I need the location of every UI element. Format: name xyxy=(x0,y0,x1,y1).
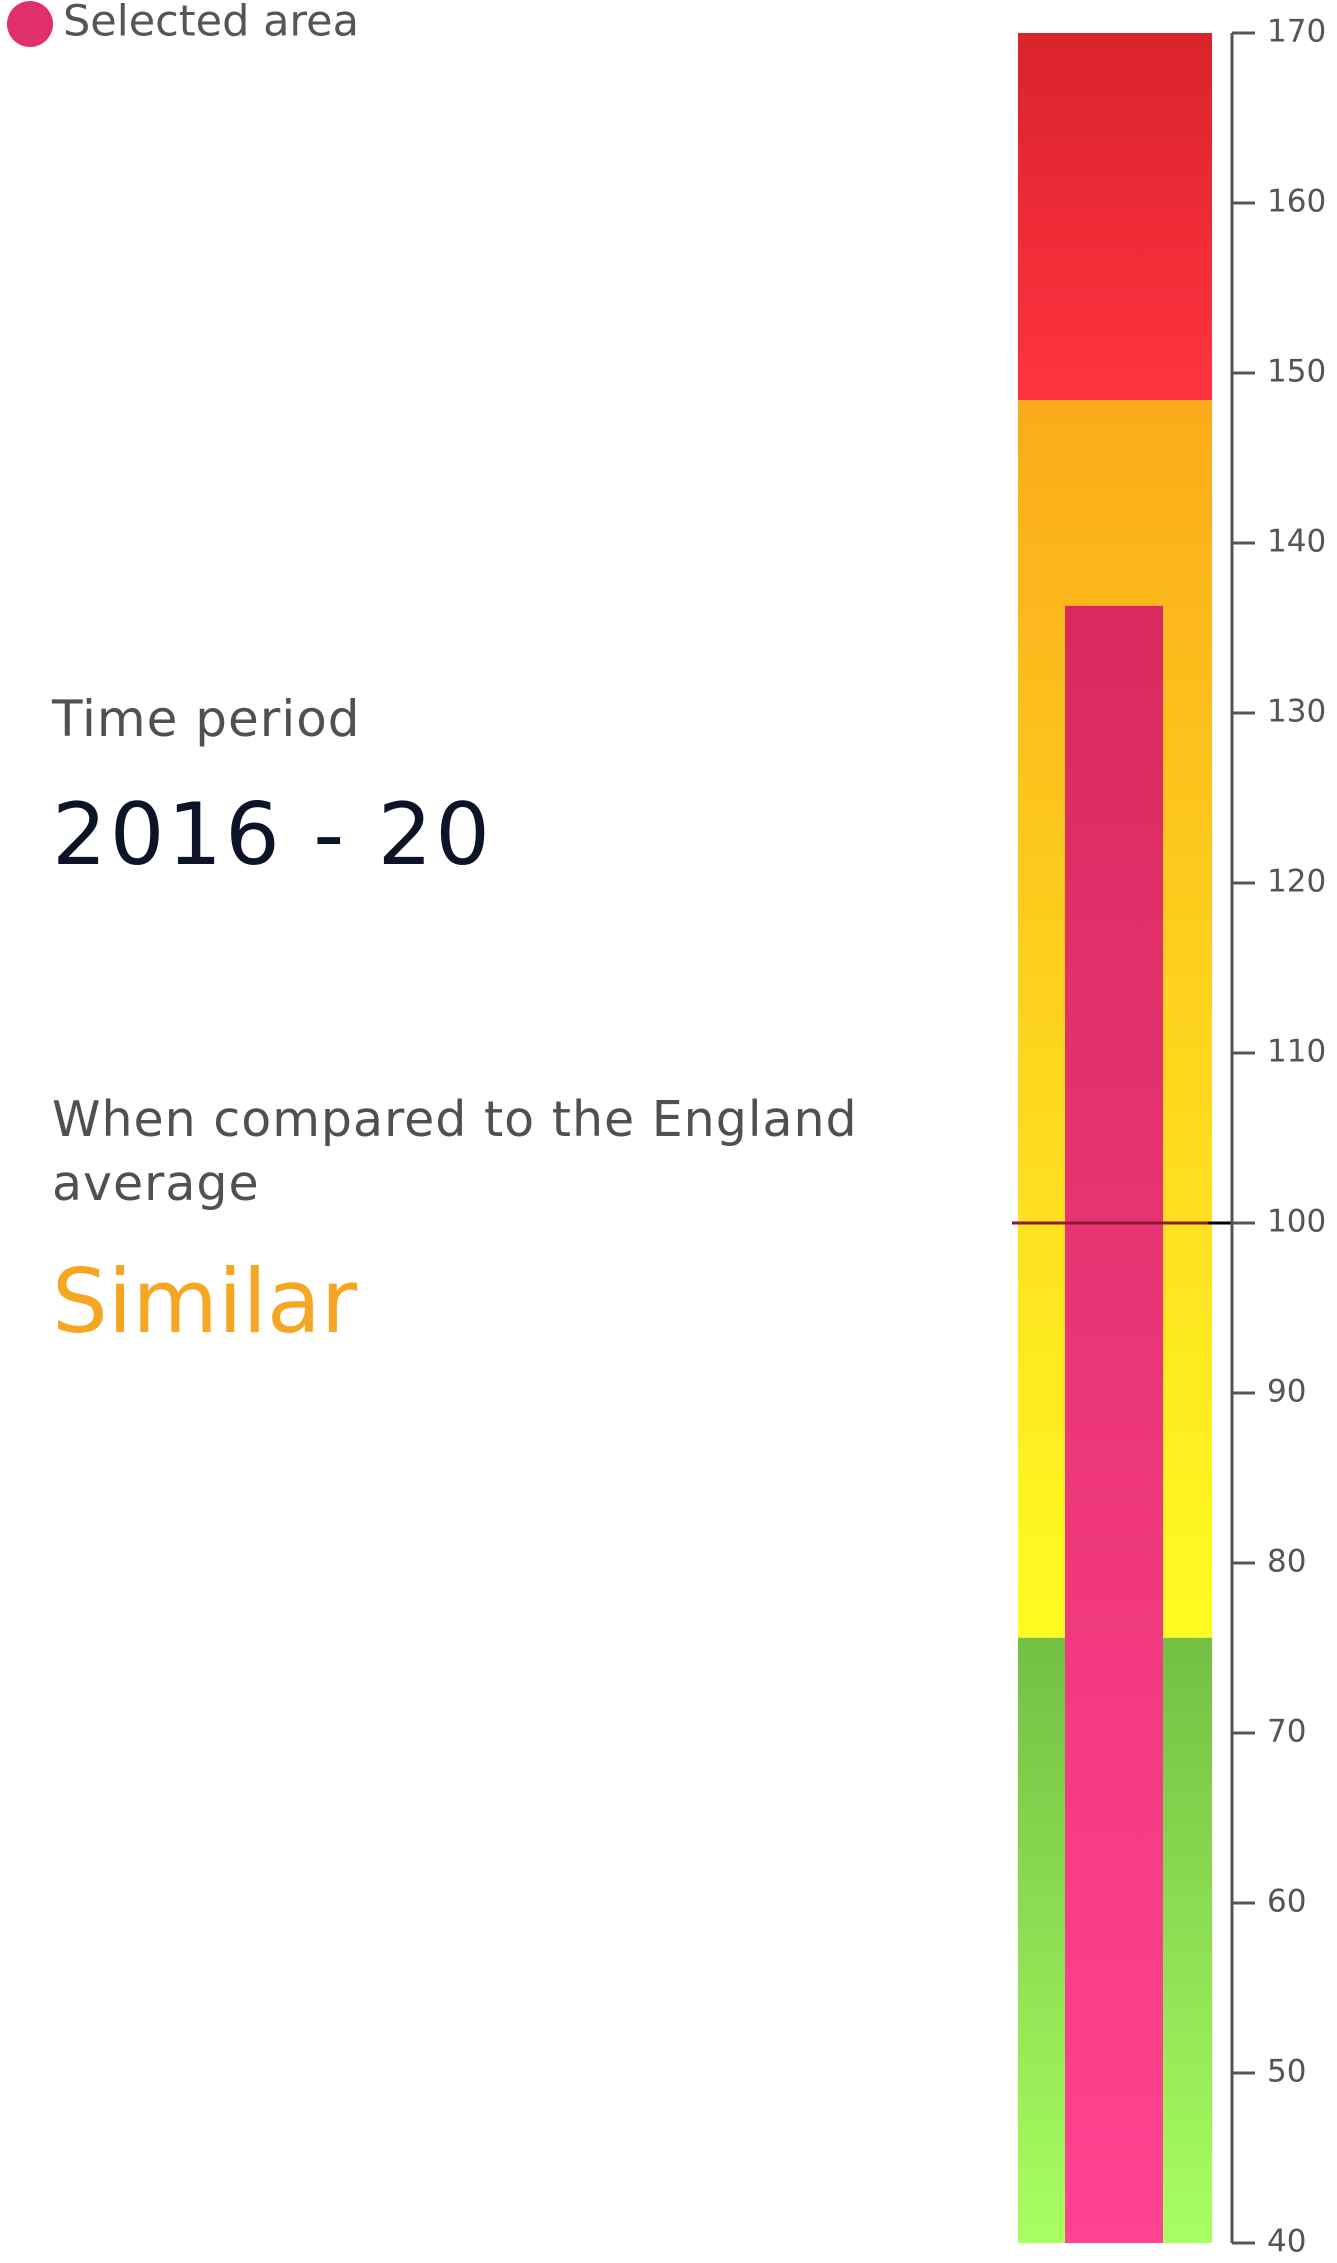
y-tick-label: 100 xyxy=(1267,1204,1326,1240)
bar xyxy=(1065,605,1163,2243)
y-tick-label: 60 xyxy=(1267,1884,1306,1920)
y-tick-label: 160 xyxy=(1267,184,1326,220)
y-tick-label: 170 xyxy=(1267,14,1326,50)
band xyxy=(1018,33,1212,401)
y-tick-label: 150 xyxy=(1267,354,1326,390)
y-tick-label: 140 xyxy=(1267,524,1326,560)
legend-swatch xyxy=(7,1,53,47)
comparison-value: Similar xyxy=(52,1250,358,1353)
time-period-label: Time period xyxy=(52,690,361,748)
y-tick-label: 70 xyxy=(1267,1714,1306,1750)
y-tick-label: 80 xyxy=(1267,1544,1306,1580)
time-period-value: 2016 - 20 xyxy=(52,785,494,885)
y-tick-label: 40 xyxy=(1267,2224,1306,2260)
legend-label: Selected area xyxy=(63,0,359,47)
y-tick-label: 120 xyxy=(1267,864,1326,900)
comparison-label: When compared to the England average xyxy=(52,1091,858,1212)
y-tick-label: 130 xyxy=(1267,694,1326,730)
y-tick-label: 110 xyxy=(1267,1034,1326,1070)
y-tick-label: 50 xyxy=(1267,2054,1306,2090)
y-tick-label: 90 xyxy=(1267,1374,1306,1410)
